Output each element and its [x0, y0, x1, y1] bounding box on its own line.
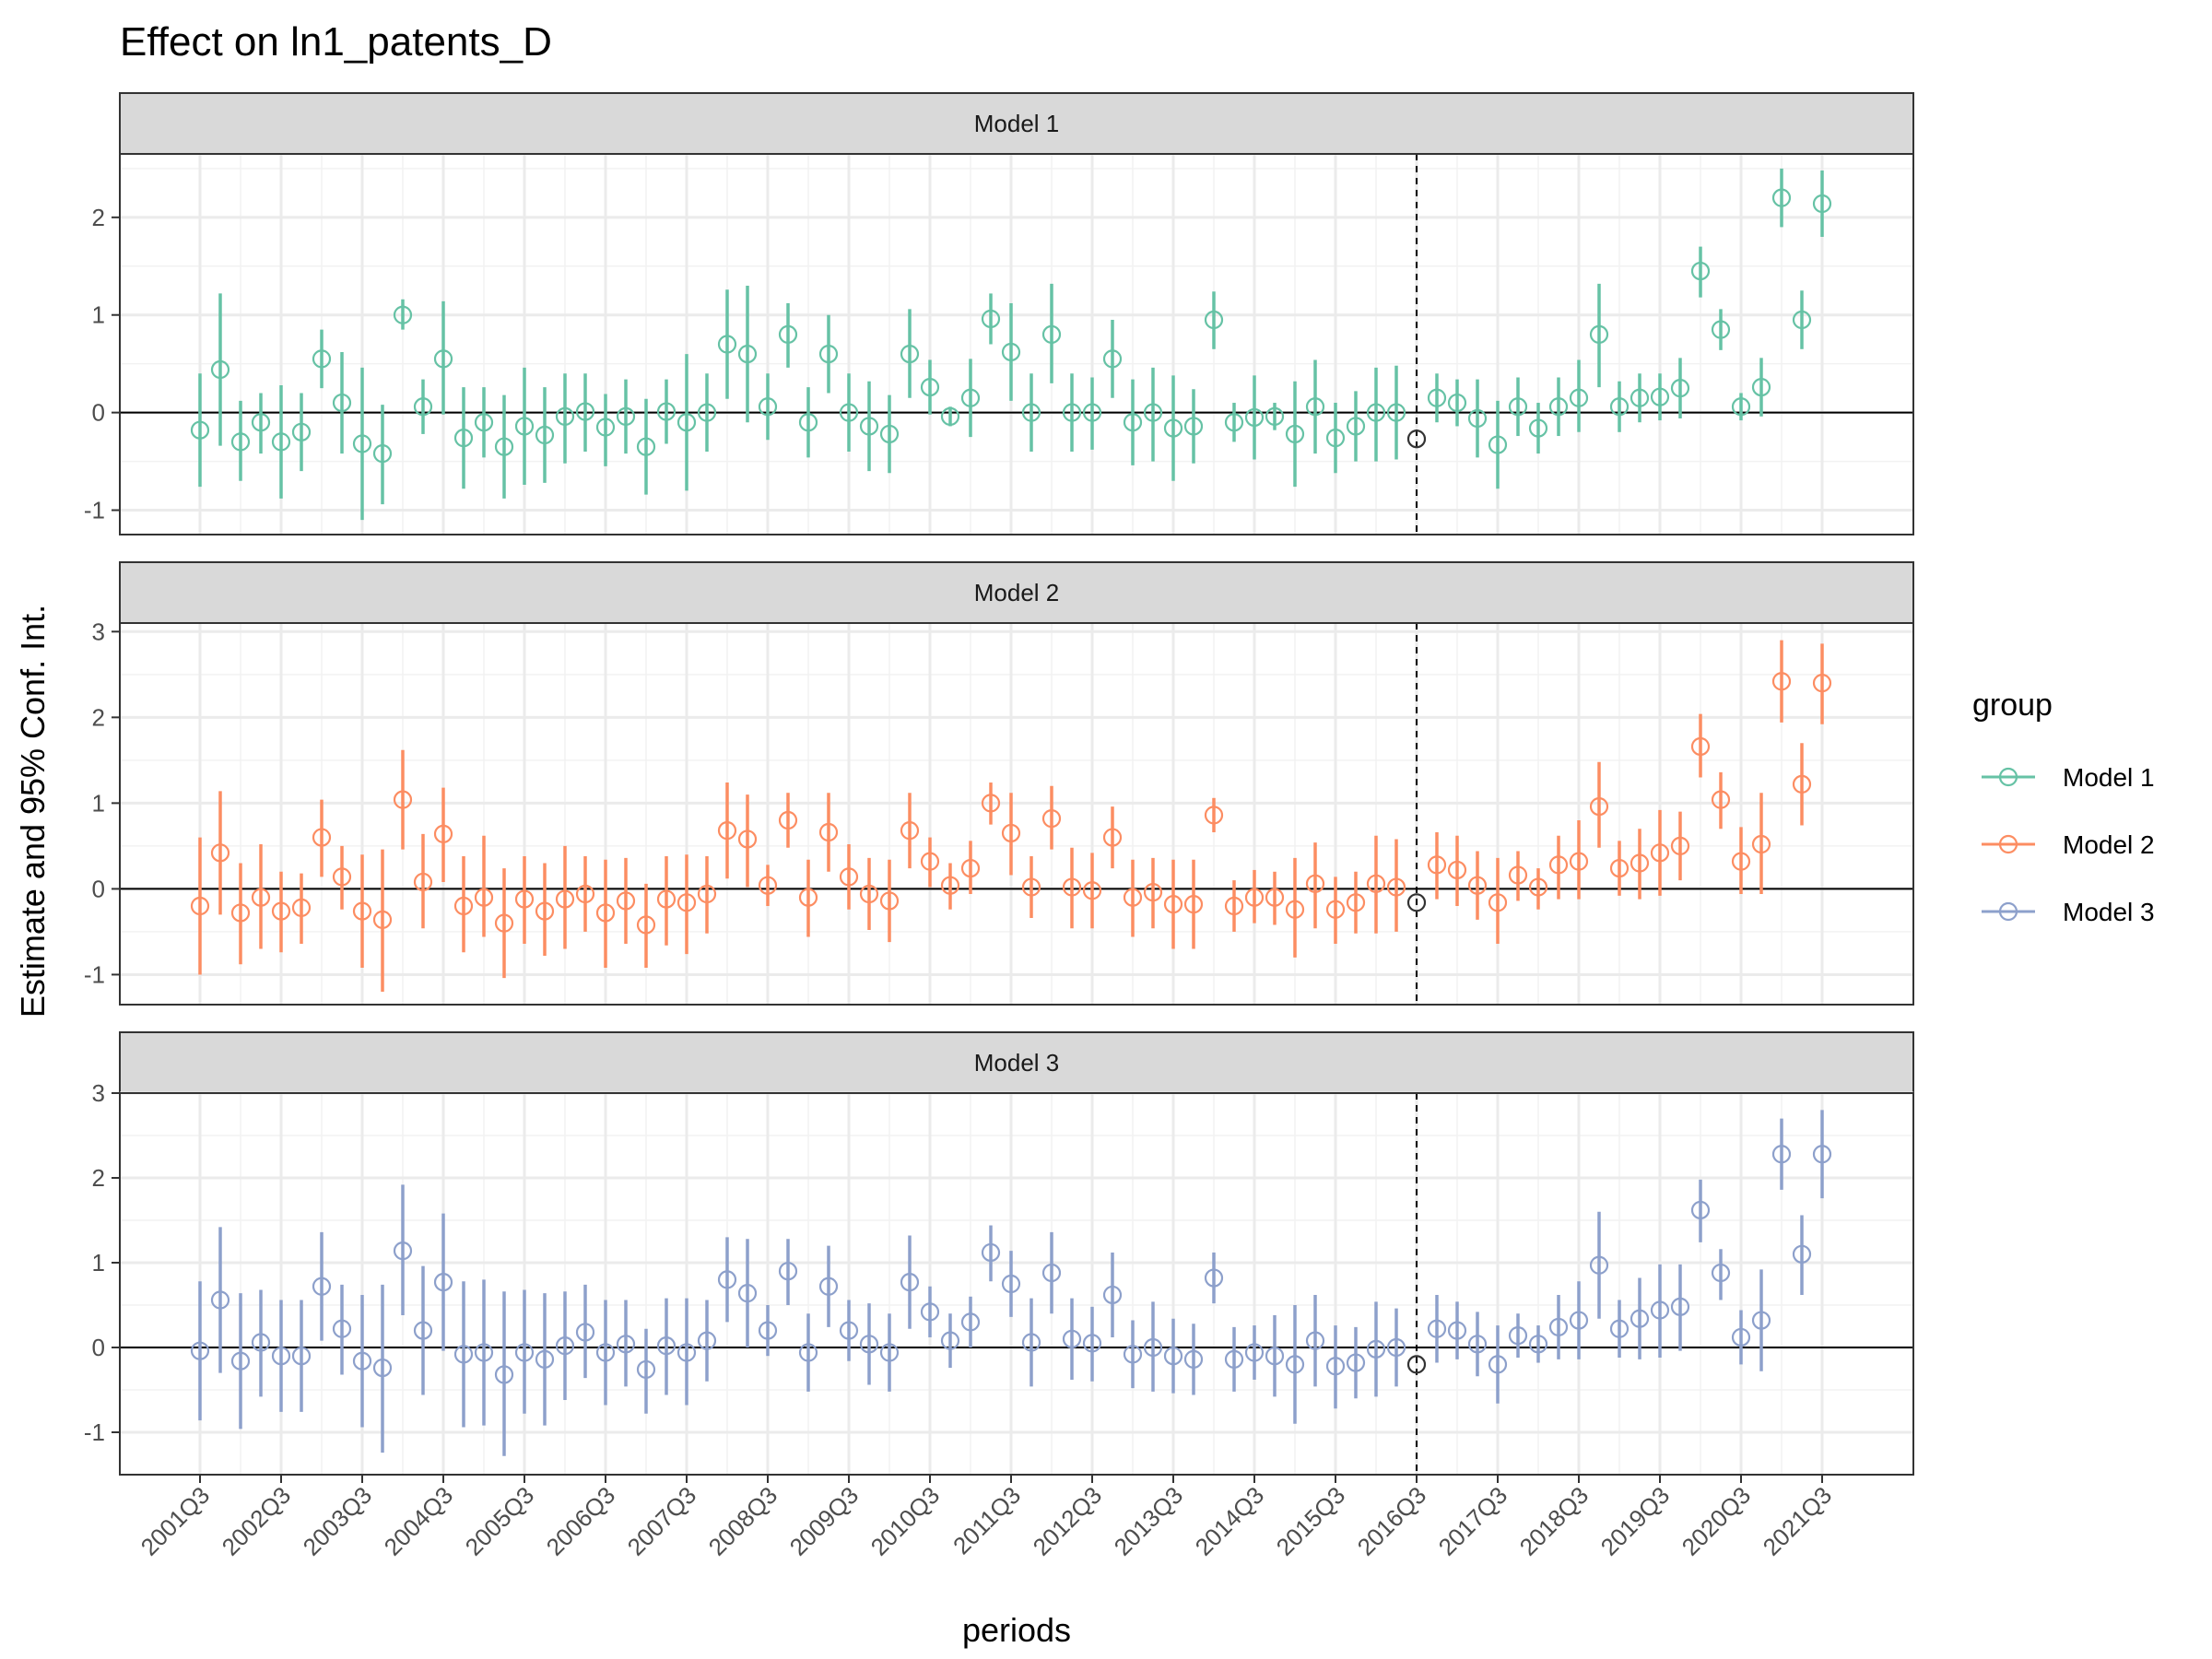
y-tick-label: 3	[92, 618, 105, 645]
legend-entry-label: Model 2	[2063, 830, 2155, 859]
y-axis-title: Estimate and 95% Conf. Int.	[14, 605, 52, 1018]
facet-strip-label: Model 3	[974, 1049, 1060, 1077]
facet-panel-2: Model 2 -1 0 1 2 3	[84, 562, 1913, 1005]
legend-title: group	[1972, 688, 2053, 723]
y-tick-label: 0	[92, 399, 105, 427]
x-axis-title: periods	[962, 1611, 1071, 1649]
y-tick-label: 0	[92, 1334, 105, 1361]
plot-area	[120, 623, 1913, 1005]
facet-strip-label: Model 2	[974, 579, 1060, 606]
legend-entry-label: Model 1	[2063, 763, 2155, 792]
facet-strip-label: Model 1	[974, 110, 1060, 137]
y-tick-label: -1	[84, 497, 105, 524]
plot-area	[120, 154, 1913, 535]
y-tick-label: 2	[92, 1164, 105, 1192]
facet-panels: Model 1 -1 0 1 2 Model 2 -1 0 1 2 3 Model 3 -1 0 1 2 3	[84, 93, 1913, 1475]
y-tick-label: -1	[84, 960, 105, 988]
y-tick-label: 3	[92, 1079, 105, 1107]
y-tick-label: 2	[92, 703, 105, 731]
chart-title: Effect on ln1_patents_D	[120, 19, 552, 65]
y-tick-label: 0	[92, 875, 105, 902]
y-tick-label: 1	[92, 301, 105, 329]
y-tick-label: 2	[92, 204, 105, 231]
facet-panel-3: Model 3 -1 0 1 2 3	[84, 1032, 1913, 1475]
y-tick-label: -1	[84, 1418, 105, 1446]
plot-area	[120, 1093, 1913, 1475]
legend-entry-label: Model 3	[2063, 898, 2155, 926]
y-tick-label: 1	[92, 789, 105, 817]
y-tick-label: 1	[92, 1249, 105, 1277]
facet-panel-1: Model 1 -1 0 1 2	[84, 93, 1913, 535]
